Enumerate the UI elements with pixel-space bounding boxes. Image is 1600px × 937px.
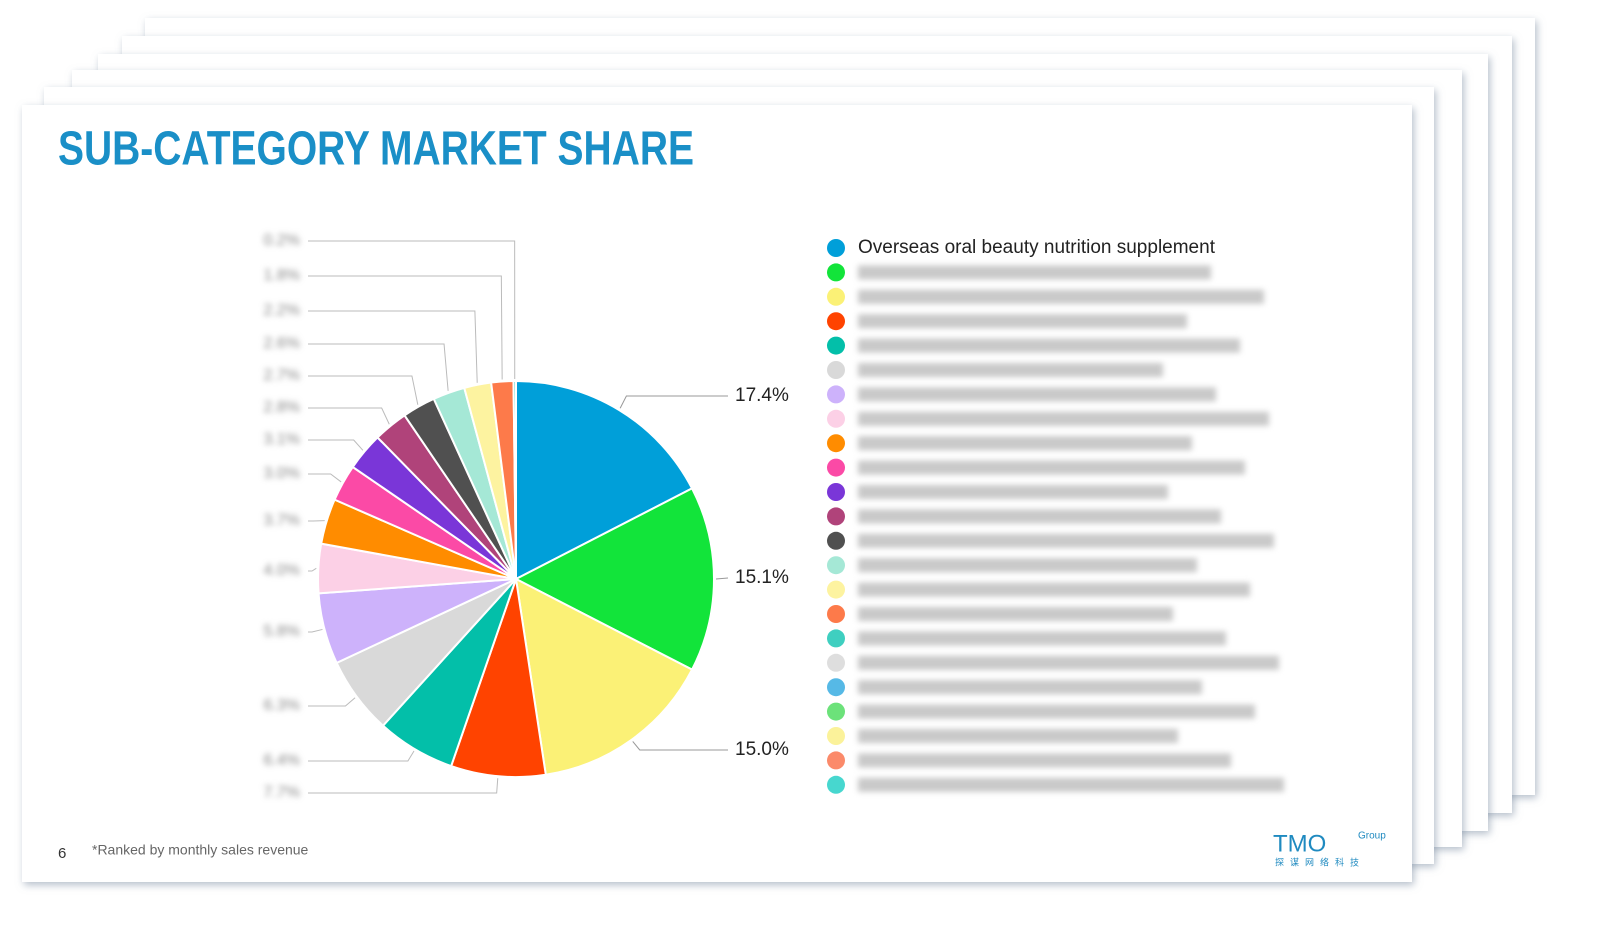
legend-label-blurred <box>858 509 1221 523</box>
legend-label-blurred <box>858 339 1240 353</box>
data-label: 17.4% <box>735 385 789 406</box>
legend-swatch <box>827 727 845 745</box>
legend-label-blurred <box>858 705 1255 719</box>
legend-swatch <box>827 629 845 647</box>
legend-swatch <box>827 776 845 794</box>
legend-swatch <box>827 507 845 525</box>
data-label: 15.0% <box>735 739 789 760</box>
data-label: 5.8% <box>264 623 300 640</box>
legend-label-blurred <box>858 558 1197 572</box>
data-label: 2.6% <box>264 335 300 352</box>
legend-swatch <box>827 434 845 452</box>
legend-swatch <box>827 556 845 574</box>
legend-label-blurred <box>858 534 1274 548</box>
legend-label-blurred <box>858 729 1178 743</box>
legend-label-blurred <box>858 265 1211 279</box>
legend-swatch <box>827 410 845 428</box>
legend-swatch <box>827 337 845 355</box>
legend-label-blurred <box>858 631 1226 645</box>
legend-swatch <box>827 703 845 721</box>
legend-swatch <box>827 361 845 379</box>
logo-sub: Group <box>1358 831 1386 842</box>
legend-label-blurred <box>858 656 1279 670</box>
legend-label-blurred <box>858 461 1245 475</box>
legend-swatch <box>827 459 845 477</box>
legend-label-blurred <box>858 680 1202 694</box>
data-label: 3.0% <box>264 465 300 482</box>
legend-label-blurred <box>858 314 1187 328</box>
logo: TMO <box>1273 830 1326 857</box>
legend-swatch <box>827 605 845 623</box>
legend-label-blurred <box>858 412 1269 426</box>
logo-cn: 探谋网络科技 <box>1275 856 1365 867</box>
legend-swatch <box>827 581 845 599</box>
legend-label-blurred <box>858 387 1216 401</box>
legend-label-blurred <box>858 583 1250 597</box>
legend-swatch <box>827 654 845 672</box>
data-label: 2.2% <box>264 302 300 319</box>
data-label: 7.7% <box>264 784 300 801</box>
slide-title: SUB-CATEGORY MARKET SHARE <box>58 123 694 176</box>
legend-label-blurred <box>858 436 1192 450</box>
data-label: 1.8% <box>264 267 300 284</box>
legend-label-blurred <box>858 607 1173 621</box>
legend-label-blurred <box>858 753 1231 767</box>
data-label: 3.7% <box>264 512 300 529</box>
legend-swatch <box>827 239 845 257</box>
data-label: 2.8% <box>264 399 300 416</box>
data-label: 2.7% <box>264 367 300 384</box>
legend-swatch <box>827 751 845 769</box>
data-label: 6.4% <box>264 752 300 769</box>
legend-label: Overseas oral beauty nutrition supplemen… <box>858 237 1216 258</box>
legend-swatch <box>827 263 845 281</box>
data-label: 0.2% <box>264 232 300 249</box>
footnote: *Ranked by monthly sales revenue <box>92 842 309 858</box>
legend-label-blurred <box>858 485 1168 499</box>
legend-label-blurred <box>858 363 1163 377</box>
data-label: 6.3% <box>264 697 300 714</box>
legend-swatch <box>827 678 845 696</box>
legend-swatch <box>827 288 845 306</box>
legend-swatch <box>827 312 845 330</box>
legend-swatch <box>827 385 845 403</box>
legend-swatch <box>827 532 845 550</box>
data-label: 4.0% <box>264 562 300 579</box>
legend-label-blurred <box>858 290 1264 304</box>
page-number: 6 <box>58 845 66 862</box>
data-label: 3.1% <box>264 431 300 448</box>
data-label: 15.1% <box>735 567 789 588</box>
legend-label-blurred <box>858 778 1284 792</box>
legend-swatch <box>827 483 845 501</box>
